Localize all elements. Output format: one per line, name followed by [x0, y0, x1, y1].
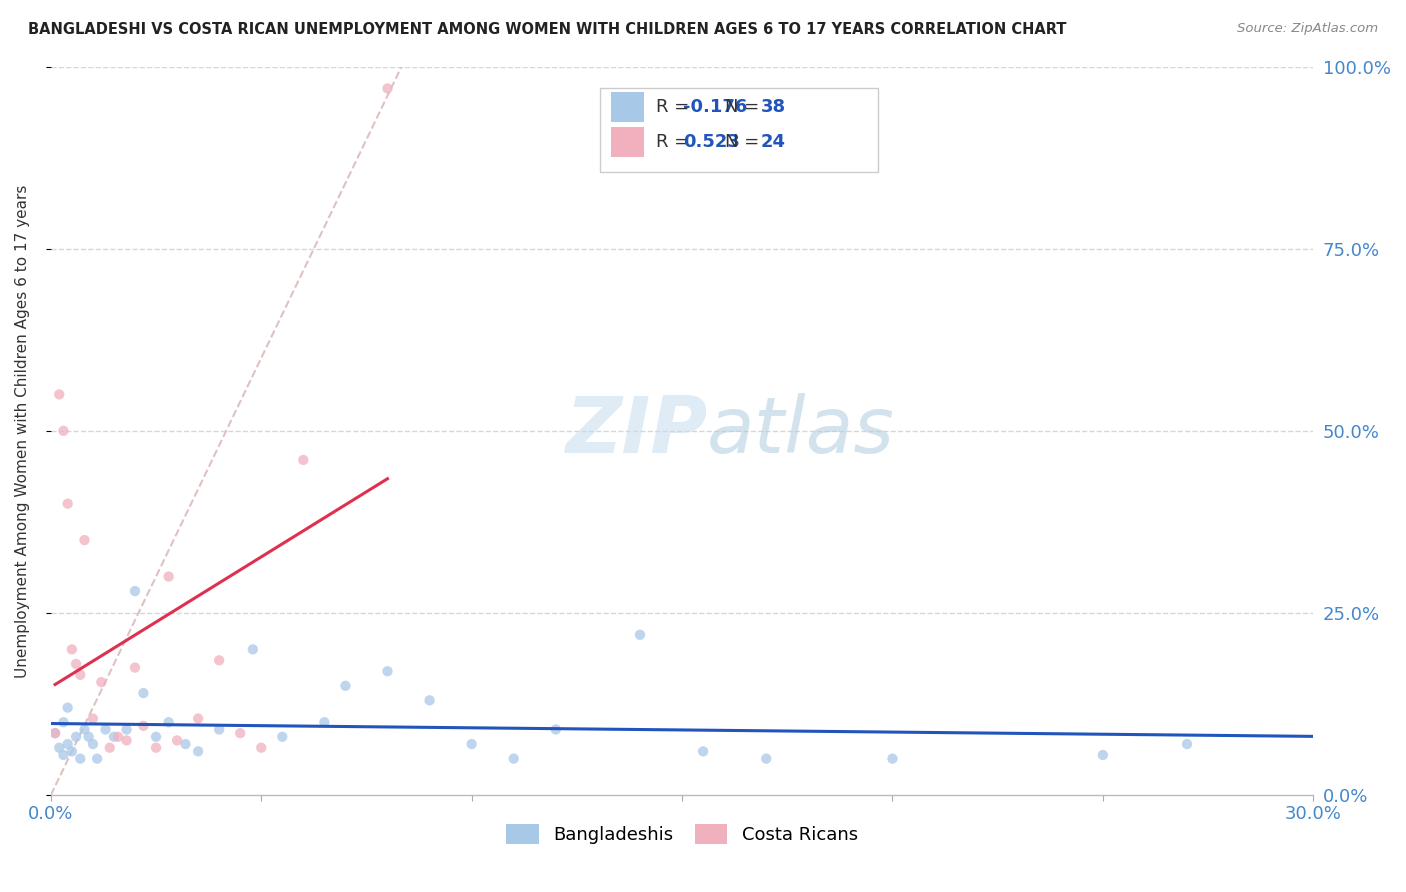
Point	[132, 686, 155, 700]
Point	[335, 679, 357, 693]
Point	[52, 747, 75, 762]
Point	[502, 751, 524, 765]
Point	[1091, 747, 1114, 762]
Point	[229, 726, 252, 740]
Point	[69, 751, 91, 765]
Text: N =: N =	[725, 98, 765, 116]
Text: ZIP: ZIP	[565, 392, 707, 469]
Point	[52, 715, 75, 730]
Legend: Bangladeshis, Costa Ricans: Bangladeshis, Costa Ricans	[499, 816, 865, 852]
Point	[48, 740, 70, 755]
Point	[107, 730, 129, 744]
Point	[208, 653, 231, 667]
Y-axis label: Unemployment Among Women with Children Ages 6 to 17 years: Unemployment Among Women with Children A…	[15, 184, 30, 678]
Point	[628, 628, 651, 642]
Point	[271, 730, 294, 744]
Point	[56, 497, 79, 511]
Point	[292, 453, 315, 467]
Text: -0.176: -0.176	[683, 98, 748, 116]
Point	[174, 737, 197, 751]
Text: R =: R =	[655, 133, 695, 151]
Point	[48, 387, 70, 401]
Point	[44, 726, 66, 740]
Point	[73, 533, 96, 547]
Point	[60, 642, 83, 657]
Point	[250, 740, 273, 755]
Text: BANGLADESHI VS COSTA RICAN UNEMPLOYMENT AMONG WOMEN WITH CHILDREN AGES 6 TO 17 Y: BANGLADESHI VS COSTA RICAN UNEMPLOYMENT …	[28, 22, 1067, 37]
Point	[377, 81, 399, 95]
Point	[82, 737, 104, 751]
Point	[692, 744, 714, 758]
Point	[314, 715, 336, 730]
Point	[86, 751, 108, 765]
Point	[544, 723, 567, 737]
Point	[90, 675, 112, 690]
Point	[77, 730, 100, 744]
Point	[124, 584, 146, 599]
Point	[98, 740, 121, 755]
Point	[157, 569, 180, 583]
Point	[69, 668, 91, 682]
Text: atlas: atlas	[707, 392, 896, 469]
Point	[60, 744, 83, 758]
Point	[145, 740, 167, 755]
Text: 24: 24	[761, 133, 786, 151]
Point	[460, 737, 482, 751]
Text: Source: ZipAtlas.com: Source: ZipAtlas.com	[1237, 22, 1378, 36]
Point	[44, 726, 66, 740]
Point	[65, 657, 87, 671]
Point	[115, 733, 138, 747]
Point	[73, 723, 96, 737]
Point	[882, 751, 904, 765]
Point	[187, 712, 209, 726]
Point	[242, 642, 264, 657]
Point	[115, 723, 138, 737]
Text: 38: 38	[761, 98, 786, 116]
Text: 0.523: 0.523	[683, 133, 740, 151]
Point	[103, 730, 125, 744]
Point	[377, 664, 399, 678]
Point	[56, 700, 79, 714]
Text: N =: N =	[725, 133, 765, 151]
Point	[132, 719, 155, 733]
Point	[52, 424, 75, 438]
Point	[166, 733, 188, 747]
Point	[56, 737, 79, 751]
Point	[419, 693, 441, 707]
Point	[1175, 737, 1198, 751]
Point	[145, 730, 167, 744]
Point	[124, 660, 146, 674]
Point	[94, 723, 117, 737]
Point	[157, 715, 180, 730]
Point	[82, 712, 104, 726]
Text: R =: R =	[655, 98, 695, 116]
Point	[187, 744, 209, 758]
Point	[208, 723, 231, 737]
Point	[65, 730, 87, 744]
Point	[755, 751, 778, 765]
